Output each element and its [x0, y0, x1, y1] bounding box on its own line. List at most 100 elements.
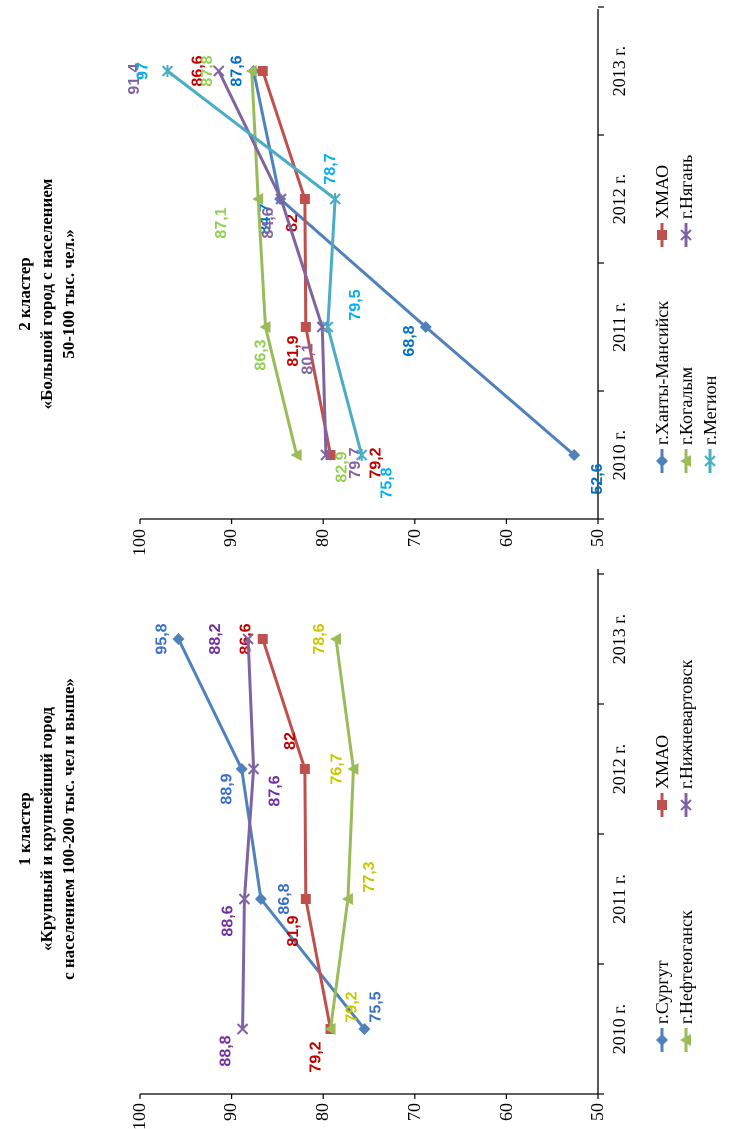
series-line: [329, 638, 355, 1030]
data-label: 52,6: [589, 463, 606, 494]
data-label: 88,9: [219, 773, 236, 804]
data-label: 86,6: [190, 55, 207, 86]
cluster-1-y-ticks: 50 60 70 80 90 100: [129, 1103, 607, 1129]
data-point-marker: [299, 764, 310, 774]
cluster-2-xtick-label: 2010 г.: [609, 430, 629, 480]
data-point-marker: [238, 893, 251, 905]
data-label: 86,8: [276, 883, 293, 914]
series-line: [217, 70, 328, 456]
legend-label: г.Ханты-Мансийск: [652, 301, 672, 445]
series-line: [177, 638, 366, 1030]
series-line: [241, 638, 256, 1030]
data-label: 81,9: [285, 335, 302, 366]
data-point-marker: [341, 893, 353, 905]
data-point-marker: [254, 893, 267, 905]
data-point-marker: [161, 65, 174, 77]
data-point-marker: [324, 1023, 336, 1035]
data-point-marker: [290, 449, 302, 461]
data-label: 75,8: [379, 467, 396, 498]
data-label: 75,5: [367, 991, 384, 1022]
cluster-1-xtick-label: 2010 г.: [609, 1004, 629, 1054]
data-label: 97: [134, 62, 151, 80]
cluster-2-xtick-label: 2011 г.: [609, 302, 629, 352]
data-point-marker: [568, 449, 581, 461]
cluster-2-ytick-label: 100: [129, 529, 149, 556]
data-label: 87,1: [213, 207, 230, 238]
cluster-2-y-ticks: 50 60 70 80 90 100: [129, 529, 607, 556]
data-label: 87,6: [267, 775, 284, 806]
cluster-2-legend: г.Ханты-Мансийск ХМАО г.Когалым г.Нягань г.М…: [652, 155, 720, 473]
data-point-marker: [213, 65, 225, 77]
data-label: 87,6: [229, 55, 246, 86]
legend-marker: [657, 800, 667, 810]
data-point-marker: [252, 193, 264, 205]
data-point-marker: [235, 763, 248, 775]
cluster-2-subtitle-line-1: «Большой город с населением: [37, 178, 56, 409]
data-label: 79,2: [344, 991, 361, 1022]
data-point-marker: [275, 193, 287, 205]
data-point-marker: [172, 633, 185, 645]
legend-label: г.Мегион: [700, 375, 720, 445]
data-label: 76,7: [328, 753, 345, 784]
cluster-2-ytick-label: 90: [220, 529, 240, 547]
cluster-1-ytick-label: 80: [312, 1103, 332, 1121]
data-point-marker: [419, 321, 432, 333]
cluster-2-chart: 2 кластер «Большой город с населением 50…: [15, 6, 720, 556]
data-label: 78,7: [322, 153, 339, 184]
data-label: 82,9: [334, 451, 351, 482]
cluster-2-ytick-label: 60: [496, 529, 516, 547]
legend-marker: [704, 455, 716, 467]
cluster-1-ytick-label: 50: [587, 1103, 607, 1121]
cluster-1-plot-area: 75,5 86,8 88,9 95,8 79,2 81,9 82 86,6 79,2 77,3 76…: [139, 573, 604, 1099]
data-label: 80,1: [299, 343, 316, 374]
data-label: 86,6: [238, 623, 255, 654]
data-point-marker: [236, 1023, 249, 1035]
cluster-1-ytick-label: 100: [129, 1103, 149, 1129]
data-label: 86,3: [252, 339, 269, 370]
legend-label: ХМАО: [652, 735, 672, 789]
series-line: [166, 69, 364, 456]
data-point-marker: [245, 65, 257, 77]
data-label: 88,8: [218, 1035, 235, 1066]
cluster-1-xtick-label: 2011 г.: [609, 874, 629, 924]
cluster-2-subtitle-line-2: 50-100 тыс. чел.»: [59, 229, 78, 359]
cluster-1-subtitle-line-1: «Крупный и крупнейший город: [37, 707, 56, 951]
cluster-1-ytick-label: 70: [404, 1103, 424, 1121]
legend-label: г.Когалым: [676, 367, 696, 445]
data-point-marker: [247, 763, 260, 775]
series-line: [261, 70, 333, 456]
data-label: 84,6: [260, 207, 277, 238]
data-label: 68,8: [401, 325, 418, 356]
legend-label: г.Нефтеюганск: [676, 910, 696, 1024]
legend-label: г.Нижневартовск: [676, 659, 696, 789]
data-point-marker: [358, 1023, 371, 1035]
data-label: 88,2: [207, 623, 224, 654]
data-point-marker: [257, 634, 268, 644]
cluster-2-x-ticks: 2010 г. 2011 г. 2012 г. 2013 г.: [609, 46, 629, 480]
data-point-marker: [320, 449, 332, 461]
series-line: [261, 638, 333, 1030]
data-label: 82: [282, 732, 299, 750]
legend-label: г.Сургут: [652, 960, 672, 1024]
series-line: [250, 70, 299, 456]
cluster-2-xtick-label: 2013 г.: [609, 46, 629, 96]
data-label: 91,4: [126, 63, 143, 94]
data-point-marker: [259, 321, 271, 333]
data-point-marker: [300, 322, 311, 332]
cluster-1-xtick-label: 2013 г.: [609, 614, 629, 664]
cluster-1-ytick-label: 60: [496, 1103, 516, 1121]
data-point-marker: [242, 633, 254, 645]
data-label: 87,8: [199, 55, 216, 86]
data-point-marker: [322, 321, 334, 333]
cluster-2-title: 2 кластер: [15, 257, 34, 330]
data-point-marker: [347, 763, 359, 775]
legend-marker: [680, 799, 692, 811]
cluster-2-xtick-label: 2012 г.: [609, 174, 629, 224]
data-label: 78,6: [311, 623, 328, 654]
cluster-2-ytick-label: 80: [312, 529, 332, 547]
cluster-2-plot-area: 52,668,884,787,679,281,98286,682,986,387…: [126, 6, 606, 524]
data-label: 77,3: [361, 861, 378, 892]
cluster-1-title: 1 кластер: [15, 792, 34, 865]
data-point-marker: [257, 66, 268, 76]
data-label: 79,2: [368, 447, 385, 478]
